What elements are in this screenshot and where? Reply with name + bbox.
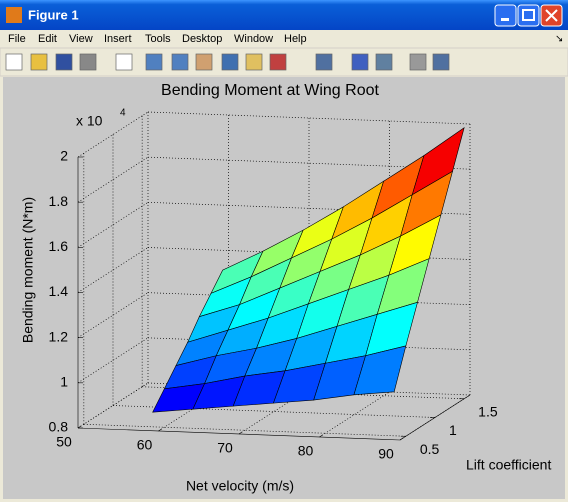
x-tick	[399, 437, 404, 441]
grid-line	[77, 111, 149, 158]
app-icon	[6, 7, 22, 23]
grid-line	[319, 391, 390, 438]
toolbar-button[interactable]	[409, 53, 427, 71]
menu-item[interactable]: Window	[234, 33, 273, 45]
z-axis-label: Bending moment (N*m)	[20, 197, 36, 343]
surface-patch	[353, 345, 407, 396]
menu-item[interactable]: View	[69, 33, 93, 45]
z-tick-label: 1.8	[49, 193, 69, 209]
grid-line	[77, 202, 149, 248]
z-tick-label: 1	[60, 374, 68, 390]
grid-line	[77, 156, 149, 203]
x-tick-label: 90	[378, 446, 394, 462]
y-tick-label: 0.5	[420, 441, 440, 457]
z-tick-label: 1.6	[49, 238, 69, 254]
x-tick	[77, 425, 82, 429]
toolbar-button[interactable]	[245, 53, 263, 71]
y-tick-label: 1	[449, 422, 457, 438]
grid-line	[77, 247, 149, 293]
x-tick-label: 60	[137, 437, 153, 453]
toolbar-button[interactable]	[432, 53, 450, 71]
grid-line	[77, 292, 149, 338]
menu-item[interactable]: Help	[284, 33, 307, 45]
toolbar-button[interactable]	[171, 53, 189, 71]
menu-item[interactable]: Edit	[38, 33, 57, 45]
title-bar	[0, 0, 568, 30]
grid-line	[77, 382, 149, 429]
grid-line	[77, 337, 149, 384]
x-tick-label: 80	[298, 443, 314, 459]
menu-item[interactable]: Tools	[145, 33, 171, 45]
close-glyph	[545, 9, 558, 22]
y-tick-label: 1.5	[478, 403, 498, 419]
z-tick-label: 0.8	[49, 419, 69, 435]
menu-item[interactable]: Desktop	[182, 33, 222, 45]
x-tick	[158, 428, 162, 432]
menu-item[interactable]: Insert	[104, 33, 132, 45]
toolbar-button[interactable]	[79, 53, 97, 71]
x-tick	[319, 434, 323, 438]
y-axis-label: Lift coefficient	[466, 457, 551, 473]
toolbar-button[interactable]	[195, 53, 213, 71]
toolbar-button[interactable]	[55, 53, 73, 71]
minimize-glyph	[501, 18, 509, 21]
x-tick-label: 70	[217, 440, 233, 456]
toolbar-button[interactable]	[315, 53, 333, 71]
x-tick	[238, 431, 243, 435]
maximize-glyph	[522, 9, 535, 21]
menu-arrow: ↘	[555, 34, 563, 45]
toolbar-button[interactable]	[351, 53, 369, 71]
menu-item[interactable]: File	[8, 33, 26, 45]
maximize-button[interactable]	[517, 4, 540, 27]
minimize-button[interactable]	[494, 4, 517, 27]
toolbar-button[interactable]	[375, 53, 393, 71]
menu-bar	[0, 30, 568, 48]
window-title: Figure 1	[28, 7, 79, 22]
x-axis-label: Net velocity (m/s)	[186, 478, 294, 494]
toolbar-button[interactable]	[221, 53, 239, 71]
z-tick-label: 2	[60, 148, 68, 164]
toolbar-button[interactable]	[269, 53, 287, 71]
z-tick-label: 1.4	[49, 283, 69, 299]
z-exponent: 4	[120, 108, 126, 119]
toolbar-button[interactable]	[115, 53, 133, 71]
chart-title: Bending Moment at Wing Root	[161, 82, 379, 99]
toolbar-button[interactable]	[145, 53, 163, 71]
toolbar-button[interactable]	[30, 53, 48, 71]
z-multiplier: x 10	[76, 113, 103, 129]
toolbar-button[interactable]	[5, 53, 23, 71]
z-tick-label: 1.2	[49, 328, 69, 344]
x-tick-label: 50	[56, 434, 72, 450]
